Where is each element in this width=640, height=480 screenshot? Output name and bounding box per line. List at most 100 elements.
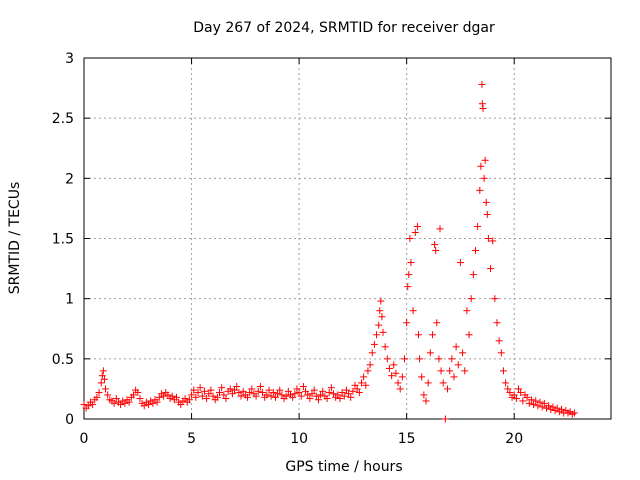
data-point	[476, 186, 484, 194]
data-point	[299, 383, 307, 391]
data-point	[192, 393, 200, 401]
grid-layer	[84, 58, 611, 419]
data-point	[480, 174, 488, 182]
data-point	[482, 198, 490, 206]
data-point	[487, 265, 495, 273]
data-point	[553, 404, 561, 412]
data-point	[185, 396, 193, 404]
data-point	[80, 401, 88, 409]
data-point	[134, 389, 142, 397]
y-tick-label: 2	[65, 171, 74, 187]
data-point	[213, 393, 221, 401]
x-axis-label: GPS time / hours	[285, 459, 402, 475]
data-point	[489, 237, 497, 245]
data-point	[424, 379, 432, 387]
data-point	[515, 385, 523, 393]
data-point	[497, 349, 505, 357]
data-point	[263, 391, 271, 399]
data-point	[355, 389, 363, 397]
data-point	[168, 392, 176, 400]
data-point	[376, 307, 384, 315]
data-point	[433, 319, 441, 327]
data-point	[420, 391, 428, 399]
data-point	[95, 389, 103, 397]
data-point	[360, 373, 368, 381]
data-point	[499, 367, 507, 375]
data-point	[216, 389, 224, 397]
data-point	[282, 392, 290, 400]
data-point	[100, 375, 108, 383]
data-point	[366, 361, 374, 369]
data-point	[149, 399, 157, 407]
data-point	[396, 385, 404, 393]
y-tick-label: 1.5	[52, 232, 74, 248]
data-point	[409, 307, 417, 315]
data-point	[200, 387, 208, 395]
data-point	[432, 247, 440, 255]
data-point	[188, 391, 196, 399]
y-tick-label: 1	[65, 292, 74, 308]
data-point	[357, 379, 365, 387]
data-point	[418, 373, 426, 381]
data-point	[512, 395, 520, 403]
data-point	[461, 367, 469, 375]
data-point	[97, 379, 105, 387]
data-point	[426, 349, 434, 357]
data-point	[362, 381, 370, 389]
y-axis-label: SRMTID / TECUs	[7, 182, 23, 295]
data-point	[102, 385, 110, 393]
data-point	[439, 379, 447, 387]
data-point	[84, 402, 92, 410]
data-point	[237, 392, 245, 400]
data-point	[136, 395, 144, 403]
data-point	[383, 355, 391, 363]
data-point	[491, 295, 499, 303]
data-point	[381, 343, 389, 351]
data-point	[441, 415, 449, 423]
data-point	[209, 392, 217, 400]
data-point	[519, 397, 527, 405]
data-point	[345, 390, 353, 398]
data-point	[452, 343, 460, 351]
data-point	[465, 331, 473, 339]
y-tick-label: 2.5	[52, 111, 74, 127]
data-point	[379, 328, 387, 336]
data-point	[493, 319, 501, 327]
data-point	[368, 349, 376, 357]
data-point	[364, 367, 372, 375]
data-point	[314, 396, 322, 404]
data-point	[198, 392, 206, 400]
axis-ticks: 0 5 10 15 20 0 0.5 1 1.5 2 2.5 3	[52, 51, 611, 447]
data-point	[523, 393, 531, 401]
data-point	[377, 297, 385, 305]
data-point	[388, 372, 396, 380]
data-point	[125, 398, 133, 406]
data-point	[414, 331, 422, 339]
data-point	[431, 241, 439, 249]
data-point	[164, 391, 172, 399]
data-point	[428, 331, 436, 339]
data-point	[338, 389, 346, 397]
data-point	[444, 385, 452, 393]
data-point	[448, 355, 456, 363]
data-point	[274, 390, 282, 398]
x-tick-label: 15	[398, 431, 416, 447]
data-point	[474, 222, 482, 230]
data-point	[89, 401, 97, 409]
x-tick-label: 0	[80, 431, 89, 447]
data-point	[527, 396, 535, 404]
data-point	[196, 384, 204, 392]
data-point	[477, 162, 485, 170]
data-point	[121, 399, 129, 407]
data-point	[312, 392, 320, 400]
data-point	[93, 393, 101, 401]
data-point	[172, 393, 180, 401]
chart-title: Day 267 of 2024, SRMTID for receiver dga…	[193, 20, 495, 36]
data-point	[406, 235, 414, 242]
data-point	[218, 384, 226, 392]
data-point	[394, 379, 402, 387]
data-point	[437, 367, 445, 375]
data-point	[510, 391, 518, 399]
data-point	[471, 247, 479, 255]
data-point	[375, 321, 383, 329]
